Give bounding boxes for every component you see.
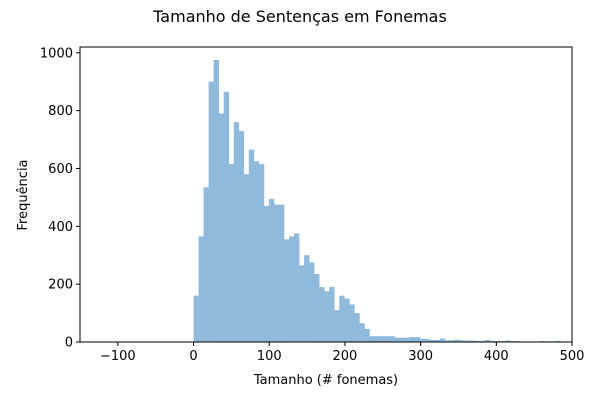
histogram-bar: [359, 323, 365, 342]
histogram-bar: [414, 337, 421, 342]
histogram-bar: [434, 339, 441, 342]
histogram-bar: [228, 164, 235, 342]
histogram-bar: [404, 337, 410, 342]
histogram-bar: [374, 336, 380, 342]
histogram-bar: [349, 304, 355, 342]
histogram-bar: [354, 313, 360, 342]
histogram-bar: [243, 174, 250, 342]
histogram-bar: [505, 340, 511, 342]
histogram-bar: [459, 340, 466, 342]
histogram-bar: [208, 81, 214, 343]
histogram-bar: [278, 204, 285, 342]
histogram-bar: [490, 340, 496, 342]
y-axis: 0 200 400 600 800 1000: [40, 46, 80, 351]
histogram-bar: [384, 336, 390, 342]
histogram-bar: [480, 340, 486, 342]
histogram-bar: [289, 236, 295, 342]
histogram-bar: [304, 255, 310, 342]
histogram-bar: [439, 338, 446, 342]
histogram-bar: [223, 91, 230, 342]
x-tick-label: 200: [333, 349, 358, 364]
histogram-bar: [203, 187, 209, 342]
histogram-bar: [454, 339, 461, 342]
histogram-bar: [399, 337, 405, 342]
y-tick-label: 200: [48, 278, 73, 293]
histogram-bar: [248, 149, 255, 342]
histogram-bar: [268, 198, 275, 342]
histogram-bar: [329, 287, 335, 342]
histogram-bar: [485, 339, 491, 342]
y-tick-label: 400: [48, 220, 73, 235]
histogram-bar: [474, 340, 481, 342]
histogram-bar: [294, 233, 300, 342]
x-tick-label: 400: [484, 349, 509, 364]
histogram-bar: [324, 291, 330, 342]
histogram-bar: [314, 274, 320, 342]
histogram-bar: [213, 60, 219, 342]
histogram-bar: [309, 262, 315, 342]
histogram-bar: [284, 239, 290, 342]
histogram-bar: [444, 340, 451, 342]
y-tick-label: 600: [48, 162, 73, 177]
histogram-bar: [419, 338, 426, 342]
histogram-bar: [369, 336, 375, 342]
histogram-bar: [319, 287, 325, 342]
histogram-bar: [258, 164, 265, 342]
y-tick-label: 1000: [40, 46, 73, 61]
histogram-bar: [233, 122, 240, 342]
histogram-bar: [424, 339, 431, 342]
histogram-bar: [344, 298, 350, 342]
x-tick-label: 300: [408, 349, 433, 364]
x-axis-title: Tamanho (# fonemas): [253, 373, 398, 388]
histogram-bar: [238, 130, 245, 342]
histogram-bar: [429, 339, 436, 342]
chart-title: Tamanho de Sentenças em Fonemas: [152, 7, 447, 26]
x-axis: −100 0 100 200 300 400 500: [100, 342, 584, 364]
histogram-bar: [464, 340, 471, 342]
histogram-bar: [334, 310, 340, 342]
histogram-bar: [273, 204, 280, 342]
y-tick-label: 800: [48, 104, 73, 119]
x-tick-label: 500: [560, 349, 585, 364]
histogram-bar: [299, 265, 305, 342]
histogram-bar: [394, 337, 400, 342]
histogram-bar: [193, 295, 199, 342]
y-tick-label: 0: [65, 336, 73, 351]
histogram-bar: [263, 206, 270, 342]
histogram-bar: [449, 340, 456, 342]
histogram-bar: [253, 161, 260, 342]
histogram-bar: [409, 337, 415, 342]
histogram-bar: [555, 340, 561, 342]
histogram-bar: [198, 236, 204, 342]
histogram-bar: [379, 336, 385, 342]
x-tick-label: −100: [100, 349, 136, 364]
histogram-bar: [218, 113, 224, 343]
plot-frame: [79, 46, 573, 343]
histogram-bar: [364, 328, 370, 342]
histogram-bar: [339, 295, 345, 342]
x-tick-label: 100: [257, 349, 282, 364]
bars-group: [193, 60, 571, 343]
y-axis-title: Frequência: [16, 159, 31, 230]
x-tick-label: 0: [189, 349, 197, 364]
histogram-bar: [389, 336, 395, 342]
histogram-bar: [469, 340, 476, 342]
